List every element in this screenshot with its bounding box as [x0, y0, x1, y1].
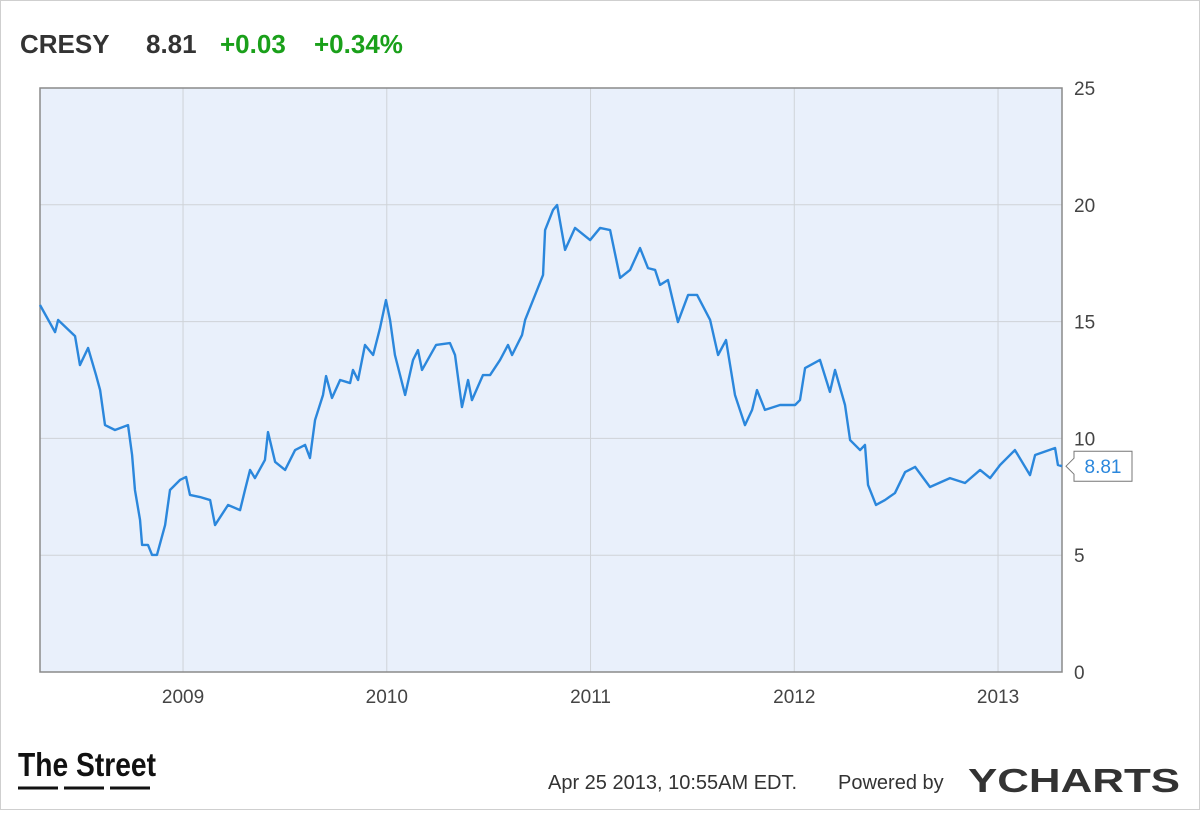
plot-area: 0 5 10 15 20 25 2009 2010 2011 2012 2013 8.81 — [38, 79, 1133, 708]
powered-by: Powered by — [838, 772, 944, 794]
y-tick-label: 25 — [1074, 79, 1095, 100]
plot-background — [40, 88, 1062, 672]
x-tick-label: 2011 — [570, 687, 611, 708]
plot-border — [39, 87, 1063, 673]
last-value-label: 8.81 — [1085, 457, 1122, 478]
x-tick-label: 2012 — [773, 687, 815, 708]
logo: The Street — [18, 746, 156, 783]
x-tick-label: 2013 — [977, 687, 1019, 708]
change-percent: +0.34% — [314, 29, 403, 59]
change: +0.03 — [220, 29, 286, 59]
y-tick-label: 5 — [1074, 546, 1085, 567]
timestamp: Apr 25 2013, 10:55AM EDT. — [548, 772, 797, 794]
y-tick-label: 0 — [1074, 663, 1085, 684]
y-tick-label: 20 — [1074, 196, 1095, 217]
footer: The Street Apr 25 2013, 10:55AM EDT. Pow… — [18, 746, 1180, 799]
price-line — [38, 203, 1063, 557]
brand: YCHARTS — [968, 762, 1180, 799]
y-tick-label: 15 — [1074, 313, 1095, 334]
x-tick-label: 2010 — [366, 687, 408, 708]
price: 8.81 — [146, 29, 197, 59]
last-value-flag — [1065, 450, 1133, 482]
y-tick-label: 10 — [1074, 429, 1095, 450]
ticker: CRESY — [20, 29, 110, 59]
x-tick-label: 2009 — [162, 687, 204, 708]
